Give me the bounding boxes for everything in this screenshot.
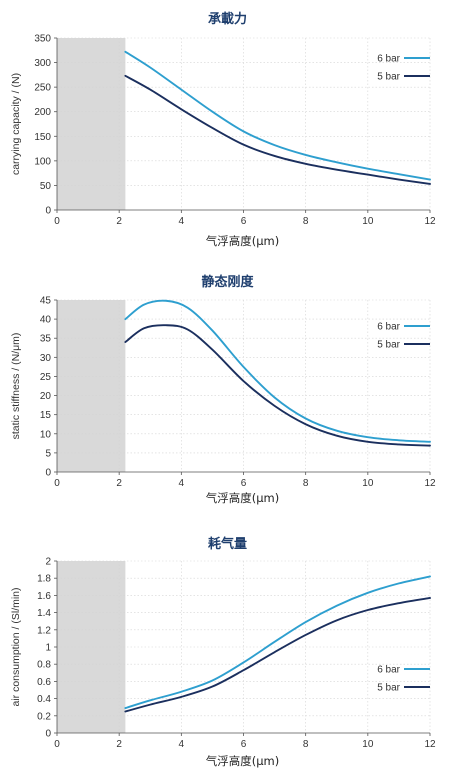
- series-line-1: [124, 299, 431, 443]
- legend-label: 5 bar: [377, 683, 400, 694]
- y-tick-label: 350: [34, 34, 51, 45]
- y-tick-label: 1.8: [37, 574, 51, 585]
- y-tick-label: 0.4: [37, 694, 51, 705]
- y-tick-label: 1.2: [37, 625, 51, 636]
- y-tick-label: 35: [40, 334, 52, 345]
- y-tick-label: 1: [45, 643, 51, 654]
- x-tick-label: 2: [116, 216, 122, 227]
- chart-title: 静态刚度: [201, 274, 254, 290]
- chart-title: 承載力: [208, 11, 247, 27]
- y-axis-label: static stiffness / (N/μm): [10, 333, 22, 440]
- x-tick-label: 2: [116, 478, 122, 489]
- x-tick-label: 0: [54, 216, 60, 227]
- chart-panel-1: 0 50 100 150 200 250 300 350 0 2 4 6 8 10 12 承載力气浮高度(μm…: [10, 11, 436, 248]
- x-tick-label: 10: [362, 216, 374, 227]
- y-tick-label: 20: [40, 391, 52, 402]
- legend-label: 6 bar: [377, 665, 400, 676]
- y-tick-label: 10: [40, 429, 52, 440]
- y-tick-label: 25: [40, 372, 52, 383]
- x-tick-label: 8: [303, 216, 309, 227]
- y-tick-label: 250: [34, 83, 51, 94]
- shaded-region: [57, 561, 126, 733]
- y-tick-label: 150: [34, 132, 51, 143]
- x-tick-label: 12: [424, 478, 436, 489]
- y-tick-label: 0.6: [37, 677, 51, 688]
- y-tick-label: 0.2: [37, 711, 51, 722]
- x-tick-label: 4: [179, 216, 185, 227]
- series-line-1: [124, 575, 431, 710]
- legend-label: 5 bar: [377, 72, 400, 83]
- x-tick-label: 4: [179, 478, 185, 489]
- legend-label: 5 bar: [377, 340, 400, 351]
- series-line-1: [124, 50, 431, 181]
- series-line-2: [124, 324, 431, 447]
- y-axis-label: carrying capacity / (N): [10, 73, 22, 175]
- y-tick-label: 0: [45, 468, 51, 479]
- series-line-2: [124, 74, 431, 185]
- legend-label: 6 bar: [377, 54, 400, 65]
- y-tick-label: 1.4: [37, 608, 51, 619]
- y-axis-label: air consumption / (Sl/min): [10, 587, 22, 706]
- x-axis-label: 气浮高度(μm): [206, 234, 280, 248]
- x-tick-label: 0: [54, 739, 60, 750]
- y-tick-label: 0: [45, 729, 51, 740]
- y-tick-label: 0: [45, 206, 51, 217]
- x-tick-label: 8: [303, 739, 309, 750]
- x-axis-label: 气浮高度(μm): [206, 491, 280, 505]
- x-tick-label: 4: [179, 739, 185, 750]
- y-tick-label: 1.6: [37, 591, 51, 602]
- x-tick-label: 0: [54, 478, 60, 489]
- y-tick-label: 15: [40, 410, 52, 421]
- y-tick-label: 2: [45, 557, 51, 568]
- y-tick-label: 100: [34, 156, 51, 167]
- legend-label: 6 bar: [377, 322, 400, 333]
- y-tick-label: 5: [45, 448, 51, 459]
- x-axis-label: 气浮高度(μm): [206, 754, 280, 768]
- y-tick-label: 300: [34, 58, 51, 69]
- x-tick-label: 6: [241, 478, 247, 489]
- x-tick-label: 8: [303, 478, 309, 489]
- x-tick-label: 10: [362, 478, 374, 489]
- y-tick-label: 30: [40, 353, 52, 364]
- y-tick-label: 45: [40, 296, 52, 307]
- x-tick-label: 12: [424, 739, 436, 750]
- y-tick-label: 40: [40, 315, 52, 326]
- shaded-region: [57, 300, 126, 472]
- x-tick-label: 2: [116, 739, 122, 750]
- x-tick-label: 6: [241, 739, 247, 750]
- x-tick-label: 10: [362, 739, 374, 750]
- y-tick-label: 200: [34, 107, 51, 118]
- chart-title: 耗气量: [208, 536, 247, 552]
- x-tick-label: 6: [241, 216, 247, 227]
- series-line-2: [124, 597, 431, 713]
- y-tick-label: 0.8: [37, 660, 51, 671]
- shaded-region: [57, 38, 126, 210]
- y-tick-label: 50: [40, 181, 52, 192]
- chart-panel-3: 0 0.2 0.4 0.6 0.8 1 1.2 1.4 1.6 1.8 2 0 2 4 6 8 10 12 耗气量气…: [10, 536, 436, 768]
- x-tick-label: 12: [424, 216, 436, 227]
